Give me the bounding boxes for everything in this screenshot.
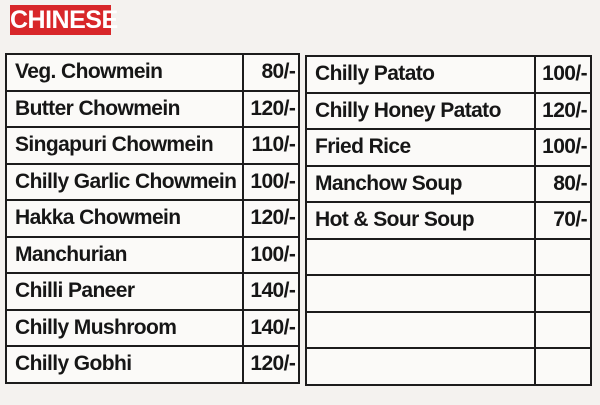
menu-row: Manchurian 100/- bbox=[4, 235, 301, 274]
item-name: Manchow Soup bbox=[304, 164, 537, 203]
item-price: 120/- bbox=[242, 89, 301, 128]
item-price bbox=[534, 274, 592, 313]
item-price: 100/- bbox=[534, 128, 592, 167]
item-name: Fried Rice bbox=[304, 128, 537, 167]
menu-row: Chilli Paneer 140/- bbox=[4, 272, 301, 311]
item-name: Hot & Sour Soup bbox=[304, 201, 537, 240]
item-name bbox=[304, 274, 537, 313]
item-name: Chilli Paneer bbox=[4, 272, 245, 311]
item-price bbox=[534, 237, 592, 276]
item-price: 140/- bbox=[242, 272, 301, 311]
item-price: 120/- bbox=[534, 91, 592, 130]
menu-row: Singapuri Chowmein 110/- bbox=[4, 126, 301, 165]
item-name: Chilly Gobhi bbox=[4, 345, 245, 384]
item-name: Veg. Chowmein bbox=[4, 53, 245, 92]
menu-row: Hot & Sour Soup 70/- bbox=[304, 201, 592, 240]
menu-row: Fried Rice 100/- bbox=[304, 128, 592, 167]
item-price: 100/- bbox=[534, 55, 592, 94]
item-price: 100/- bbox=[242, 235, 301, 274]
menu-row: Chilly Mushroom 140/- bbox=[4, 308, 301, 347]
menu-row bbox=[304, 347, 592, 386]
item-price: 80/- bbox=[242, 53, 301, 92]
menu-row: Butter Chowmein 120/- bbox=[4, 89, 301, 128]
menu-row bbox=[304, 274, 592, 313]
item-name: Chilly Garlic Chowmein bbox=[4, 162, 245, 201]
item-name bbox=[304, 237, 537, 276]
item-name bbox=[304, 347, 537, 386]
menu-row: Chilly Gobhi 120/- bbox=[4, 345, 301, 384]
menu-row: Veg. Chowmein 80/- bbox=[4, 53, 301, 92]
item-price: 80/- bbox=[534, 164, 592, 203]
menu-row: Chilly Honey Patato 120/- bbox=[304, 91, 592, 130]
menu-table-left: Veg. Chowmein 80/- Butter Chowmein 120/- Sin… bbox=[4, 53, 301, 384]
menu-row bbox=[304, 310, 592, 349]
item-price: 140/- bbox=[242, 308, 301, 347]
menu-row: Chilly Patato 100/- bbox=[304, 55, 592, 94]
item-name: Hakka Chowmein bbox=[4, 199, 245, 238]
menu-row: Manchow Soup 80/- bbox=[304, 164, 592, 203]
item-name: Butter Chowmein bbox=[4, 89, 245, 128]
menu-row: Chilly Garlic Chowmein 100/- bbox=[4, 162, 301, 201]
item-price: 120/- bbox=[242, 345, 301, 384]
item-price bbox=[534, 310, 592, 349]
item-price bbox=[534, 347, 592, 386]
item-name: Singapuri Chowmein bbox=[4, 126, 245, 165]
menu-row: Hakka Chowmein 120/- bbox=[4, 199, 301, 238]
menu-table-right: Chilly Patato 100/- Chilly Honey Patato 120… bbox=[304, 55, 592, 386]
item-price: 70/- bbox=[534, 201, 592, 240]
item-name bbox=[304, 310, 537, 349]
item-price: 110/- bbox=[242, 126, 301, 165]
item-price: 120/- bbox=[242, 199, 301, 238]
item-name: Chilly Patato bbox=[304, 55, 537, 94]
section-title: CHINESE bbox=[10, 5, 118, 35]
item-name: Manchurian bbox=[4, 235, 245, 274]
item-name: Chilly Honey Patato bbox=[304, 91, 537, 130]
menu-row bbox=[304, 237, 592, 276]
item-price: 100/- bbox=[242, 162, 301, 201]
item-name: Chilly Mushroom bbox=[4, 308, 245, 347]
